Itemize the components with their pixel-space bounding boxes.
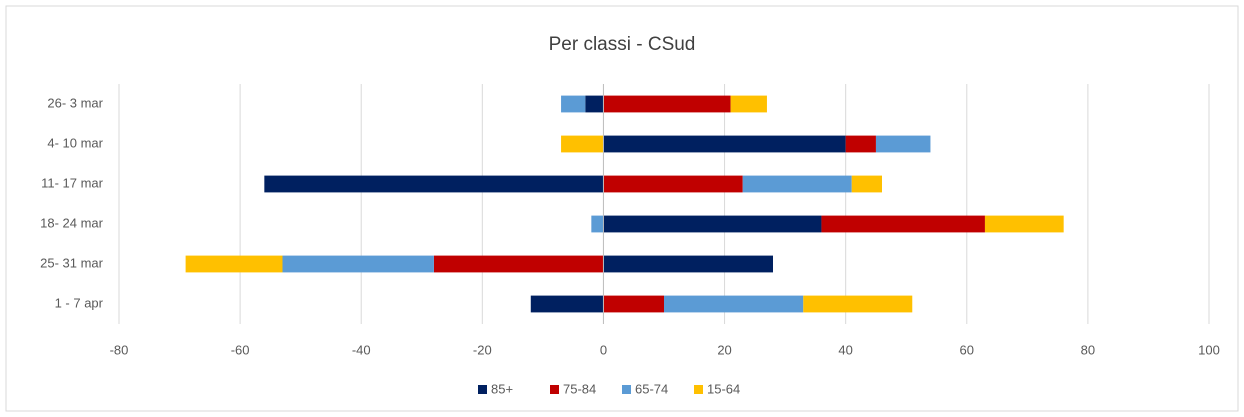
legend-label: 85+	[491, 381, 513, 396]
legend-label: 75-84	[563, 381, 596, 396]
x-tick-label: -40	[352, 342, 371, 357]
bar	[984, 215, 1064, 233]
chart-border	[5, 5, 1239, 412]
bar	[730, 95, 767, 113]
x-tick-label: 40	[838, 342, 852, 357]
bar	[561, 135, 604, 153]
bar	[603, 135, 846, 153]
bar	[742, 175, 852, 193]
y-tick-label: 25- 31 mar	[40, 255, 104, 270]
y-tick-label: 18- 24 mar	[40, 215, 104, 230]
bar	[264, 175, 604, 193]
x-tick-label: -60	[231, 342, 250, 357]
y-tick-label: 4- 10 mar	[47, 135, 103, 150]
x-tick-label: 20	[717, 342, 731, 357]
bar	[561, 95, 586, 113]
bar	[803, 295, 913, 313]
bar	[664, 295, 804, 313]
legend-swatch	[622, 385, 631, 394]
x-tick-label: 60	[960, 342, 974, 357]
bar	[603, 175, 743, 193]
y-tick-label: 26- 3 mar	[47, 95, 103, 110]
bar	[282, 255, 434, 273]
x-tick-label: -80	[110, 342, 129, 357]
bar	[821, 215, 985, 233]
bar	[591, 215, 604, 233]
bar	[875, 135, 931, 153]
bar	[185, 255, 283, 273]
x-tick-label: -20	[473, 342, 492, 357]
bar	[603, 95, 731, 113]
bar	[585, 95, 604, 113]
chart-title: Per classi - CSud	[549, 34, 696, 55]
bar	[530, 295, 604, 313]
bar	[603, 295, 664, 313]
legend-label: 65-74	[635, 381, 668, 396]
x-tick-label: 0	[600, 342, 607, 357]
legend-label: 15-64	[707, 381, 740, 396]
y-tick-label: 11- 17 mar	[41, 175, 104, 190]
legend-swatch	[694, 385, 703, 394]
bar	[603, 215, 822, 233]
bar	[603, 255, 773, 273]
legend-swatch	[478, 385, 487, 394]
bar	[433, 255, 604, 273]
legend-swatch	[550, 385, 559, 394]
bar	[851, 175, 882, 193]
x-tick-label: 100	[1198, 342, 1220, 357]
x-tick-label: 80	[1081, 342, 1095, 357]
bar	[845, 135, 876, 153]
y-tick-label: 1 - 7 apr	[55, 295, 104, 310]
